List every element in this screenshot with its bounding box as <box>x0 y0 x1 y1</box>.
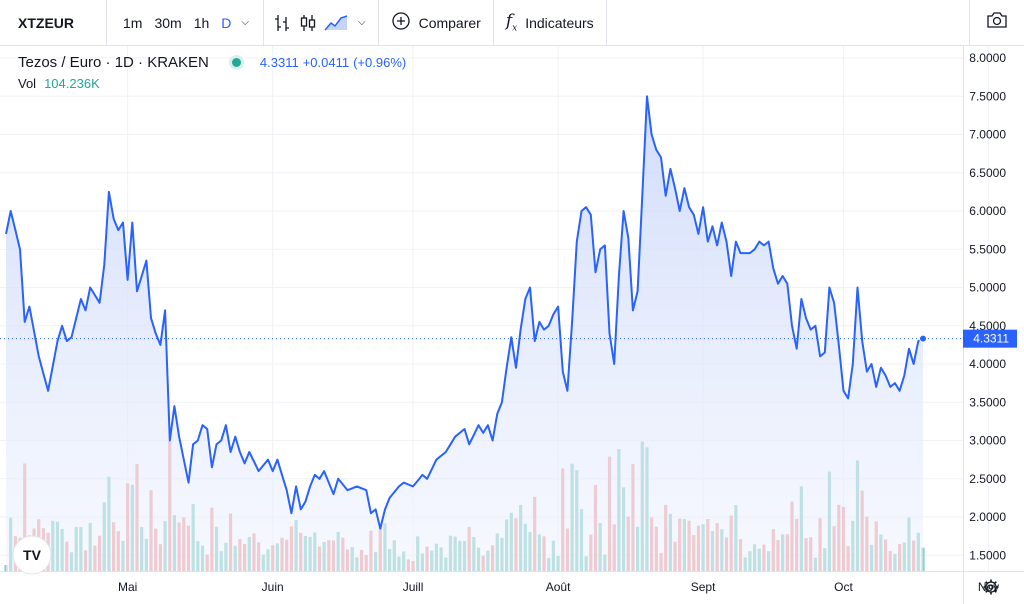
indicators-button[interactable]: fx Indicateurs <box>494 0 607 46</box>
chevron-down-icon[interactable]: ⌵ <box>241 17 249 28</box>
volume-label: Vol <box>18 76 37 91</box>
screenshot-button[interactable] <box>970 0 1024 46</box>
y-tick-label: 4.0000 <box>969 357 1006 371</box>
toolbar-spacer <box>607 0 970 46</box>
fx-icon: fx <box>505 11 518 34</box>
y-tick-label: 1.5000 <box>969 548 1006 562</box>
compare-button[interactable]: Comparer <box>379 0 494 46</box>
interval-1m[interactable]: 1m <box>123 14 143 31</box>
chart-legend: Tezos / Euro · 1D · KRAKEN 4.3311 +0.041… <box>18 52 407 92</box>
last-price-label: 4.3311 <box>973 332 1009 346</box>
chart-style-group: ⌵ <box>264 0 379 46</box>
interval-1h[interactable]: 1h <box>193 14 210 31</box>
y-tick-label: 7.0000 <box>969 128 1006 142</box>
compare-label: Comparer <box>418 14 481 31</box>
legend-last: 4.3311 <box>259 54 299 70</box>
legend-change: +0.0411 <box>302 54 350 70</box>
camera-icon <box>986 10 1008 35</box>
y-tick-label: 6.5000 <box>969 166 1006 180</box>
x-tick-label: Août <box>546 580 571 594</box>
x-tick-label: Oct <box>834 580 853 594</box>
y-tick-label: 3.0000 <box>969 434 1006 448</box>
volume-value: 104.236K <box>44 76 100 91</box>
y-tick-label: 7.5000 <box>969 89 1006 103</box>
price-area <box>6 96 923 572</box>
tradingview-logo: TV <box>12 535 52 575</box>
interval-group: 1m 30m 1h D ⌵ <box>107 0 264 46</box>
y-tick-label: 3.5000 <box>969 395 1006 409</box>
interval-d[interactable]: D <box>221 14 232 31</box>
market-status-dot <box>228 54 244 70</box>
y-tick-label: 2.5000 <box>969 472 1006 486</box>
interval-30m[interactable]: 30m <box>154 14 182 31</box>
candlestick-icon[interactable] <box>298 13 318 33</box>
chart-toolbar: XTZEUR 1m 30m 1h D ⌵ ⌵ Comparer fx Indic… <box>0 0 1024 46</box>
x-tick-label: Mai <box>118 580 137 594</box>
y-tick-label: 5.0000 <box>969 281 1006 295</box>
x-tick-label: Juin <box>262 580 284 594</box>
x-tick-label: Sept <box>691 580 716 594</box>
y-tick-label: 8.0000 <box>969 51 1006 65</box>
y-tick-label: 2.0000 <box>969 510 1006 524</box>
plus-circle-icon <box>391 11 411 34</box>
y-tick-label: 4.5000 <box>969 319 1006 333</box>
settings-icon[interactable] <box>983 579 999 595</box>
price-chart[interactable]: 8.0000 7.5000 7.0000 6.5000 6.0000 5.5000 5.00… <box>0 46 1024 604</box>
bar-chart-icon[interactable] <box>272 13 292 33</box>
price-line <box>5 95 924 530</box>
x-tick-label: Juill <box>403 580 424 594</box>
legend-change-pct: (+0.96%) <box>353 54 407 70</box>
chart-style-chevron-icon[interactable]: ⌵ <box>357 17 366 28</box>
y-tick-label: 6.0000 <box>969 204 1006 218</box>
indicators-label: Indicateurs <box>525 14 594 31</box>
legend-pair: Tezos / Euro · 1D · KRAKEN <box>18 53 209 71</box>
logo-text: TV <box>23 547 42 563</box>
symbol-search[interactable]: XTZEUR <box>0 0 107 46</box>
last-price-badge <box>963 329 1017 348</box>
y-tick-label: 5.5000 <box>969 242 1006 256</box>
area-chart-icon[interactable] <box>324 13 348 33</box>
last-price-marker <box>919 334 927 343</box>
